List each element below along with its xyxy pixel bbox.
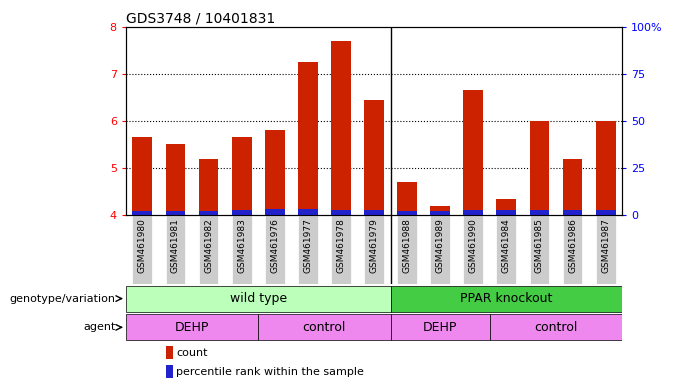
Bar bbox=[165, 215, 186, 284]
Bar bbox=[265, 209, 285, 215]
Text: GSM461976: GSM461976 bbox=[270, 218, 279, 273]
Text: agent: agent bbox=[84, 322, 116, 333]
Text: GSM461990: GSM461990 bbox=[469, 218, 478, 273]
Bar bbox=[390, 286, 622, 311]
Text: GSM461985: GSM461985 bbox=[535, 218, 544, 273]
Text: GSM461977: GSM461977 bbox=[303, 218, 312, 273]
Bar bbox=[390, 314, 490, 340]
Bar bbox=[298, 215, 318, 284]
Bar bbox=[232, 215, 252, 284]
Bar bbox=[232, 210, 252, 215]
Text: GSM461984: GSM461984 bbox=[502, 218, 511, 273]
Bar bbox=[133, 137, 152, 215]
Text: GSM461986: GSM461986 bbox=[568, 218, 577, 273]
Bar bbox=[298, 209, 318, 215]
Bar bbox=[463, 90, 483, 215]
Text: percentile rank within the sample: percentile rank within the sample bbox=[176, 367, 364, 377]
Bar bbox=[298, 62, 318, 215]
Text: wild type: wild type bbox=[230, 292, 287, 305]
Text: GSM461978: GSM461978 bbox=[337, 218, 345, 273]
Bar bbox=[126, 286, 390, 311]
Bar bbox=[364, 215, 384, 284]
Bar bbox=[165, 211, 186, 215]
Bar bbox=[265, 131, 285, 215]
Bar bbox=[331, 210, 351, 215]
Text: control: control bbox=[303, 321, 346, 334]
Bar bbox=[530, 210, 549, 215]
Bar bbox=[199, 159, 218, 215]
Text: GSM461988: GSM461988 bbox=[403, 218, 411, 273]
Bar bbox=[596, 215, 615, 284]
Bar bbox=[199, 211, 218, 215]
Text: DEHP: DEHP bbox=[423, 321, 458, 334]
Bar bbox=[562, 215, 583, 284]
Text: GSM461980: GSM461980 bbox=[138, 218, 147, 273]
Bar bbox=[496, 210, 516, 215]
Bar bbox=[397, 215, 417, 284]
Bar bbox=[596, 121, 615, 215]
Text: control: control bbox=[534, 321, 578, 334]
Text: GSM461981: GSM461981 bbox=[171, 218, 180, 273]
Bar bbox=[397, 182, 417, 215]
Bar bbox=[562, 210, 583, 215]
Bar bbox=[430, 206, 450, 215]
Bar bbox=[496, 215, 516, 284]
Text: GDS3748 / 10401831: GDS3748 / 10401831 bbox=[126, 12, 275, 26]
Text: genotype/variation: genotype/variation bbox=[10, 293, 116, 304]
Bar bbox=[331, 41, 351, 215]
Bar bbox=[397, 211, 417, 215]
Bar bbox=[496, 199, 516, 215]
Bar bbox=[133, 215, 152, 284]
Text: GSM461989: GSM461989 bbox=[436, 218, 445, 273]
Bar bbox=[199, 215, 218, 284]
Bar bbox=[596, 210, 615, 215]
Text: GSM461979: GSM461979 bbox=[369, 218, 379, 273]
Bar bbox=[165, 144, 186, 215]
Bar bbox=[490, 314, 622, 340]
Text: GSM461983: GSM461983 bbox=[237, 218, 246, 273]
Bar bbox=[133, 211, 152, 215]
Bar bbox=[530, 215, 549, 284]
Bar bbox=[562, 159, 583, 215]
Bar bbox=[530, 121, 549, 215]
Bar bbox=[258, 314, 390, 340]
Text: DEHP: DEHP bbox=[175, 321, 209, 334]
Bar bbox=[165, 365, 173, 378]
Bar bbox=[364, 210, 384, 215]
Bar bbox=[364, 100, 384, 215]
Bar bbox=[165, 346, 173, 359]
Bar bbox=[126, 314, 258, 340]
Text: count: count bbox=[176, 348, 208, 358]
Bar bbox=[331, 215, 351, 284]
Bar bbox=[463, 215, 483, 284]
Text: GSM461987: GSM461987 bbox=[601, 218, 610, 273]
Bar bbox=[430, 211, 450, 215]
Bar bbox=[265, 215, 285, 284]
Text: PPAR knockout: PPAR knockout bbox=[460, 292, 553, 305]
Bar bbox=[430, 215, 450, 284]
Bar bbox=[232, 137, 252, 215]
Text: GSM461982: GSM461982 bbox=[204, 218, 213, 273]
Bar bbox=[463, 210, 483, 215]
